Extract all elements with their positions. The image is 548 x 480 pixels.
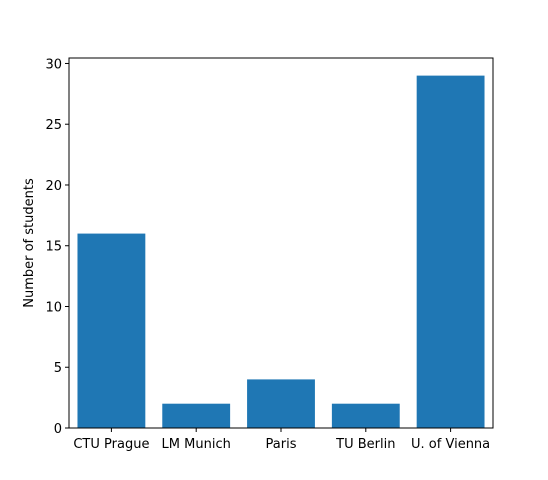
bar-u-of-vienna	[416, 75, 485, 428]
bar-ctu-prague	[77, 233, 146, 428]
y-tick-label: 0	[54, 422, 62, 437]
y-tick-label: 30	[45, 57, 62, 72]
x-tick-label: U. of Vienna	[411, 437, 490, 452]
bar-paris	[247, 379, 315, 428]
y-axis-ticks: 0 5 10 15 20 25 30	[45, 57, 69, 437]
y-tick-label: 25	[45, 118, 62, 133]
plot-frame	[68, 57, 494, 429]
y-tick-label: 15	[45, 240, 62, 255]
x-axis-ticks: CTU Prague LM Munich Paris TU Berlin U. of V…	[73, 428, 490, 452]
x-tick-label: Paris	[266, 437, 297, 452]
bars-group	[77, 75, 485, 428]
bar-tu-berlin	[331, 403, 400, 428]
bar-lm-munich	[162, 403, 231, 428]
y-tick-label: 10	[45, 300, 62, 315]
y-axis-label: Number of students	[22, 178, 37, 308]
y-tick-label: 5	[54, 361, 62, 376]
x-tick-label: LM Munich	[162, 437, 231, 452]
x-tick-label: CTU Prague	[73, 437, 149, 452]
y-tick-label: 20	[45, 179, 62, 194]
x-tick-label: TU Berlin	[335, 437, 395, 452]
